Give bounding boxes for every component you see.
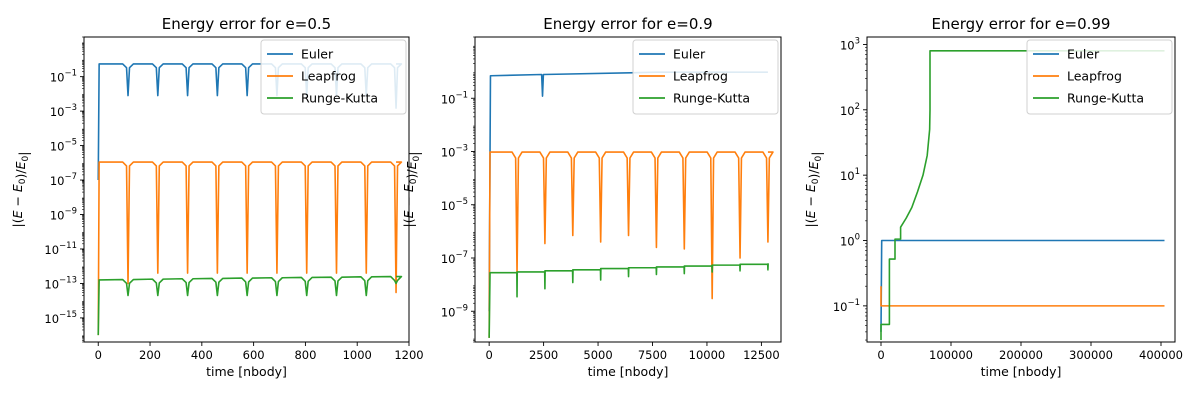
x-tick-label: 200000 — [999, 348, 1043, 362]
x-tick-label: 12500 — [743, 348, 780, 362]
legend-label: Leapfrog — [1067, 69, 1122, 84]
y-tick-label: 10−3 — [441, 144, 468, 160]
series-line-leapfrog — [880, 286, 1165, 307]
chart-title: Energy error for e=0.9 — [543, 15, 712, 33]
x-tick-label: 1000 — [343, 348, 372, 362]
series-line-euler — [880, 239, 1165, 332]
legend-box — [632, 39, 779, 115]
legend-label: Runge-Kutta — [301, 91, 378, 106]
x-tick-label: 100000 — [929, 348, 973, 362]
subplot-1: 0 200 400 600 800 1000 1200 10−15 10−13 10−11 10−9… — [10, 15, 424, 379]
series-line-runge-kutta — [488, 263, 769, 338]
y-axis-label: |(E − E0)/E0| — [401, 151, 422, 227]
x-axis-label: time [nbody] — [588, 364, 669, 379]
y-tick-label: 10−9 — [441, 303, 468, 319]
series-lines — [880, 49, 1165, 341]
y-tick-label: 103 — [840, 36, 860, 52]
subplot-2: 0 2500 5000 7500 10000 12500 10−9 10−7 10−5 10−3 1… — [401, 15, 782, 379]
y-axis-label: |(E − E0)/E0| — [803, 151, 824, 227]
x-tick-label: 1200 — [394, 348, 423, 362]
series-line-leapfrog — [488, 151, 774, 338]
subplot-3: 0 100000 200000 300000 400000 10−1 100 101 102 10… — [803, 15, 1183, 379]
legend-label: Euler — [301, 47, 334, 62]
x-tick-label: 400000 — [1139, 348, 1183, 362]
axes-frame — [474, 36, 782, 343]
legend-box — [1026, 39, 1173, 115]
legend-box — [260, 39, 407, 115]
legend: Euler Leapfrog Runge-Kutta — [632, 39, 779, 115]
y-tick-label: 10−15 — [44, 310, 77, 326]
x-tick-label: 10000 — [689, 348, 726, 362]
x-tick-label: 600 — [243, 348, 265, 362]
chart-title: Energy error for e=0.5 — [162, 15, 331, 33]
y-tick-label: 10−9 — [50, 207, 77, 223]
legend-label: Leapfrog — [673, 69, 728, 84]
y-tick-label: 10−11 — [44, 241, 77, 257]
legend-label: Euler — [673, 47, 706, 62]
series-line-runge-kutta — [880, 49, 1165, 341]
y-tick-label: 10−1 — [441, 90, 468, 106]
x-tick-label: 0 — [485, 348, 492, 362]
legend: Euler Leapfrog Runge-Kutta — [260, 39, 407, 115]
chart-title: Energy error for e=0.99 — [932, 15, 1111, 33]
x-axis-label: time [nbody] — [981, 364, 1062, 379]
y-tick-label: 10−13 — [44, 275, 77, 291]
y-tick-label: 101 — [840, 167, 860, 183]
x-tick-label: 5000 — [583, 348, 612, 362]
y-tick-label: 10−3 — [50, 103, 77, 119]
x-axis-label: time [nbody] — [206, 364, 287, 379]
y-tick-label: 100 — [840, 233, 860, 249]
y-tick-label: 10−5 — [50, 138, 77, 154]
x-tick-label: 400 — [191, 348, 213, 362]
legend: Euler Leapfrog Runge-Kutta — [1026, 39, 1173, 115]
y-tick-label: 10−1 — [50, 69, 77, 85]
legend-label: Leapfrog — [301, 69, 356, 84]
x-tick-label: 2500 — [529, 348, 558, 362]
legend-label: Runge-Kutta — [1067, 91, 1144, 106]
x-tick-label: 7500 — [638, 348, 667, 362]
y-tick-label: 10−7 — [441, 250, 468, 266]
series-line-leapfrog — [97, 161, 403, 336]
x-tick-label: 0 — [95, 348, 102, 362]
y-tick-label: 10−7 — [50, 172, 77, 188]
x-tick-label: 800 — [294, 348, 316, 362]
x-tick-label: 200 — [139, 348, 161, 362]
y-tick-label: 10−1 — [833, 298, 860, 314]
y-axis-label: |(E − E0)/E0| — [10, 151, 31, 227]
y-tick-label: 10−5 — [441, 197, 468, 213]
y-tick-label: 102 — [840, 102, 860, 118]
x-tick-label: 0 — [877, 348, 884, 362]
x-tick-label: 300000 — [1069, 348, 1113, 362]
series-line-runge-kutta — [97, 275, 403, 336]
legend-label: Runge-Kutta — [673, 91, 750, 106]
legend-label: Euler — [1067, 47, 1100, 62]
axes-frame — [83, 36, 410, 343]
